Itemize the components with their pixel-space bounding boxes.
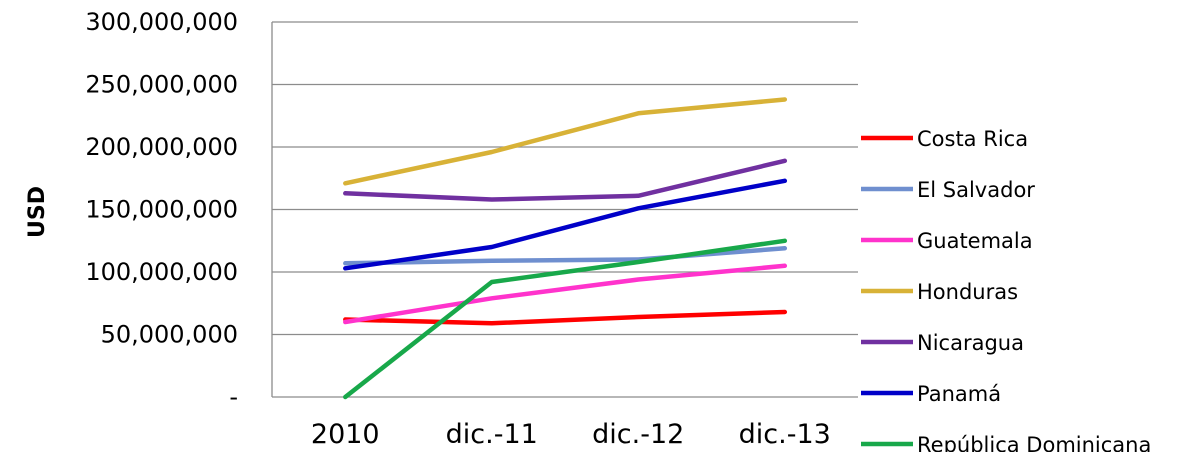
legend-label: Nicaragua	[917, 331, 1024, 355]
series-line	[343, 246, 788, 266]
y-tick-label: 300,000,000	[85, 8, 238, 36]
x-tick-label: dic.-12	[592, 419, 684, 450]
x-tick-label: dic.-11	[446, 419, 538, 450]
series-line	[343, 263, 788, 325]
legend-label: Guatemala	[917, 229, 1033, 253]
legend: Costa Rica El Salvador Guatemala Honduras Ni…	[861, 127, 1151, 452]
legend-label: Honduras	[917, 280, 1018, 304]
y-tick-label: 250,000,000	[85, 71, 238, 99]
y-tick-label: 50,000,000	[101, 321, 238, 349]
series-line	[343, 97, 788, 186]
y-tick-labels: - 50,000,000 100,000,000 150,000,000 200,000…	[85, 8, 238, 411]
series-line	[343, 238, 788, 400]
x-tick-labels: 2010 dic.-11 dic.-12 dic.-13	[311, 419, 831, 450]
series-line	[343, 309, 788, 326]
y-tick-label: 150,000,000	[85, 196, 238, 224]
legend-label: Panamá	[917, 382, 1001, 406]
gridlines	[271, 21, 858, 398]
x-tick-label: dic.-13	[739, 419, 831, 450]
series-line	[343, 178, 788, 271]
y-tick-label: -	[229, 383, 238, 411]
y-axis-label: USD	[25, 186, 50, 238]
y-tick-label: 200,000,000	[85, 133, 238, 161]
legend-label: El Salvador	[917, 178, 1035, 202]
y-tick-label: 100,000,000	[85, 258, 238, 286]
legend-label: República Dominicana	[917, 433, 1151, 452]
legend-label: Costa Rica	[917, 127, 1028, 151]
series-lines	[343, 97, 788, 400]
series-line	[343, 158, 788, 202]
x-tick-label: 2010	[311, 419, 380, 450]
